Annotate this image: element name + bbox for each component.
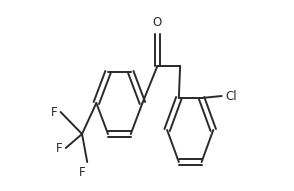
Text: F: F — [56, 142, 62, 155]
Text: O: O — [153, 16, 162, 29]
Text: Cl: Cl — [225, 90, 237, 103]
Text: F: F — [51, 105, 57, 118]
Text: F: F — [79, 166, 86, 179]
